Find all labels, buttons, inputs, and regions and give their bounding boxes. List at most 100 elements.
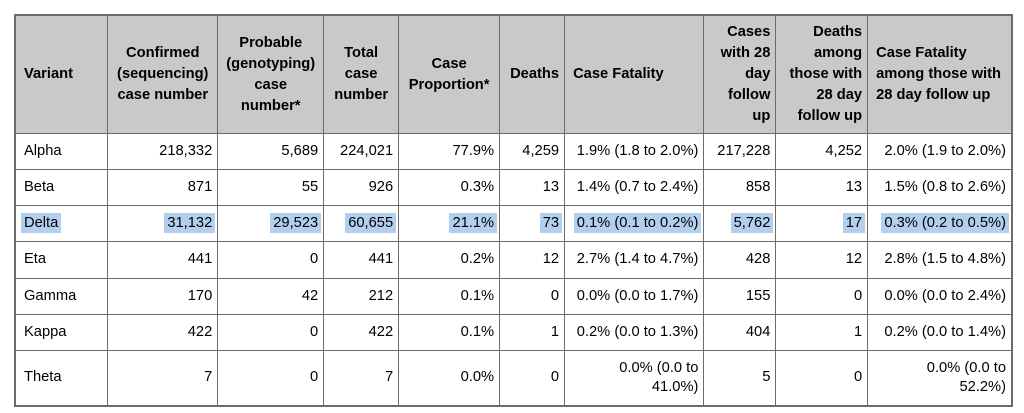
cell-cases28[interactable]: 428: [703, 241, 777, 279]
cell-probable[interactable]: 29,523: [217, 205, 325, 243]
cell-deaths28[interactable]: 0: [775, 349, 869, 407]
col-header-confirmed[interactable]: Confirmed (sequencing) case number: [107, 14, 219, 135]
cell-cases28[interactable]: 404: [703, 313, 777, 351]
cell-proportion[interactable]: 0.2%: [398, 241, 501, 279]
cell-proportion[interactable]: 0.1%: [398, 313, 501, 351]
cell-probable[interactable]: 42: [217, 277, 325, 315]
cell-confirmed[interactable]: 7: [107, 349, 219, 407]
cell-proportion[interactable]: 0.0%: [398, 349, 501, 407]
cell-value: 2.8% (1.5 to 4.8%): [884, 251, 1006, 268]
cell-deaths28[interactable]: 4,252: [775, 133, 869, 171]
cell-deaths[interactable]: 0: [499, 349, 566, 407]
col-header-cases28[interactable]: Cases with 28 day follow up: [703, 14, 777, 135]
col-header-fatality[interactable]: Case Fatality: [564, 14, 705, 135]
cell-variant[interactable]: Kappa: [14, 313, 109, 351]
cell-cases28[interactable]: 5,762: [703, 205, 777, 243]
col-header-fatality28[interactable]: Case Fatality among those with 28 day fo…: [867, 14, 1013, 135]
cell-confirmed[interactable]: 871: [107, 169, 219, 207]
cell-variant[interactable]: Beta: [14, 169, 109, 207]
cell-fatality[interactable]: 0.2% (0.0 to 1.3%): [564, 313, 705, 351]
cell-variant[interactable]: Gamma: [14, 277, 109, 315]
col-header-total[interactable]: Total case number: [323, 14, 400, 135]
cell-fatality[interactable]: 2.7% (1.4 to 4.7%): [564, 241, 705, 279]
cell-total[interactable]: 212: [323, 277, 400, 315]
cell-total[interactable]: 60,655: [323, 205, 400, 243]
cell-value: 5,689: [281, 143, 319, 160]
cell-value: 60,655: [345, 213, 397, 234]
cell-deaths[interactable]: 4,259: [499, 133, 566, 171]
cell-confirmed[interactable]: 441: [107, 241, 219, 279]
cell-fatality[interactable]: 0.1% (0.1 to 0.2%): [564, 205, 705, 243]
cell-value: 0.2% (0.0 to 1.4%): [884, 323, 1006, 340]
cell-cases28[interactable]: 217,228: [703, 133, 777, 171]
cell-value: 0.0%: [460, 369, 495, 386]
col-header-variant[interactable]: Variant: [14, 14, 109, 135]
cell-confirmed[interactable]: 422: [107, 313, 219, 351]
cell-total[interactable]: 7: [323, 349, 400, 407]
cell-probable[interactable]: 0: [217, 241, 325, 279]
cell-value: 21.1%: [449, 213, 498, 234]
cell-deaths[interactable]: 0: [499, 277, 566, 315]
cell-value: 1: [853, 323, 863, 340]
cell-fatality28[interactable]: 0.2% (0.0 to 1.4%): [867, 313, 1013, 351]
cell-cases28[interactable]: 155: [703, 277, 777, 315]
cell-fatality28[interactable]: 0.0% (0.0 to 52.2%): [867, 349, 1013, 407]
cell-confirmed[interactable]: 170: [107, 277, 219, 315]
cell-value: 858: [745, 179, 771, 196]
cell-variant[interactable]: Theta: [14, 349, 109, 407]
cell-deaths[interactable]: 12: [499, 241, 566, 279]
cell-proportion[interactable]: 21.1%: [398, 205, 501, 243]
cell-value: Gamma: [24, 287, 77, 304]
cell-probable[interactable]: 5,689: [217, 133, 325, 171]
cell-confirmed[interactable]: 218,332: [107, 133, 219, 171]
cell-fatality[interactable]: 0.0% (0.0 to 41.0%): [564, 349, 705, 407]
cell-probable[interactable]: 0: [217, 349, 325, 407]
cell-fatality28[interactable]: 1.5% (0.8 to 2.6%): [867, 169, 1013, 207]
cell-fatality28[interactable]: 0.3% (0.2 to 0.5%): [867, 205, 1013, 243]
cell-total[interactable]: 926: [323, 169, 400, 207]
col-header-probable[interactable]: Probable (genotyping) case number*: [217, 14, 325, 135]
cell-probable[interactable]: 55: [217, 169, 325, 207]
cell-value: 404: [745, 323, 771, 340]
row-theta: Theta 7 0 7 0.0% 0 0.0% (0.0 to 41.0%) 5…: [14, 349, 1013, 407]
col-header-proportion[interactable]: Case Proportion*: [398, 14, 501, 135]
cell-value: 42: [301, 287, 319, 304]
col-header-deaths28[interactable]: Deaths among those with 28 day follow up: [775, 14, 869, 135]
cell-fatality28[interactable]: 2.8% (1.5 to 4.8%): [867, 241, 1013, 279]
cell-deaths28[interactable]: 13: [775, 169, 869, 207]
cell-probable[interactable]: 0: [217, 313, 325, 351]
cell-cases28[interactable]: 858: [703, 169, 777, 207]
cell-deaths[interactable]: 1: [499, 313, 566, 351]
cell-cases28[interactable]: 5: [703, 349, 777, 407]
cell-variant[interactable]: Delta: [14, 205, 109, 243]
cell-deaths28[interactable]: 12: [775, 241, 869, 279]
cell-deaths[interactable]: 73: [499, 205, 566, 243]
col-header-deaths[interactable]: Deaths: [499, 14, 566, 135]
cell-value: 77.9%: [452, 143, 495, 160]
cell-proportion[interactable]: 0.1%: [398, 277, 501, 315]
cell-deaths28[interactable]: 17: [775, 205, 869, 243]
cell-deaths28[interactable]: 0: [775, 277, 869, 315]
cell-value: Delta: [21, 213, 62, 234]
cell-proportion[interactable]: 0.3%: [398, 169, 501, 207]
cell-deaths[interactable]: 13: [499, 169, 566, 207]
cell-confirmed[interactable]: 31,132: [107, 205, 219, 243]
cell-variant[interactable]: Eta: [14, 241, 109, 279]
cell-value: 0: [310, 251, 319, 268]
cell-fatality[interactable]: 1.4% (0.7 to 2.4%): [564, 169, 705, 207]
header-row: Variant Confirmed (sequencing) case numb…: [14, 14, 1013, 135]
cell-fatality[interactable]: 0.0% (0.0 to 1.7%): [564, 277, 705, 315]
cell-value: 1: [550, 323, 560, 340]
cell-total[interactable]: 224,021: [323, 133, 400, 171]
cell-deaths28[interactable]: 1: [775, 313, 869, 351]
cell-fatality28[interactable]: 0.0% (0.0 to 2.4%): [867, 277, 1013, 315]
cell-total[interactable]: 441: [323, 241, 400, 279]
cell-variant[interactable]: Alpha: [14, 133, 109, 171]
cell-total[interactable]: 422: [323, 313, 400, 351]
cell-value: 2.0% (1.9 to 2.0%): [884, 143, 1006, 160]
cell-proportion[interactable]: 77.9%: [398, 133, 501, 171]
cell-fatality28[interactable]: 2.0% (1.9 to 2.0%): [867, 133, 1013, 171]
table-header: Variant Confirmed (sequencing) case numb…: [14, 14, 1013, 135]
cell-fatality[interactable]: 1.9% (1.8 to 2.0%): [564, 133, 705, 171]
cell-value: 0.3% (0.2 to 0.5%): [881, 213, 1009, 234]
